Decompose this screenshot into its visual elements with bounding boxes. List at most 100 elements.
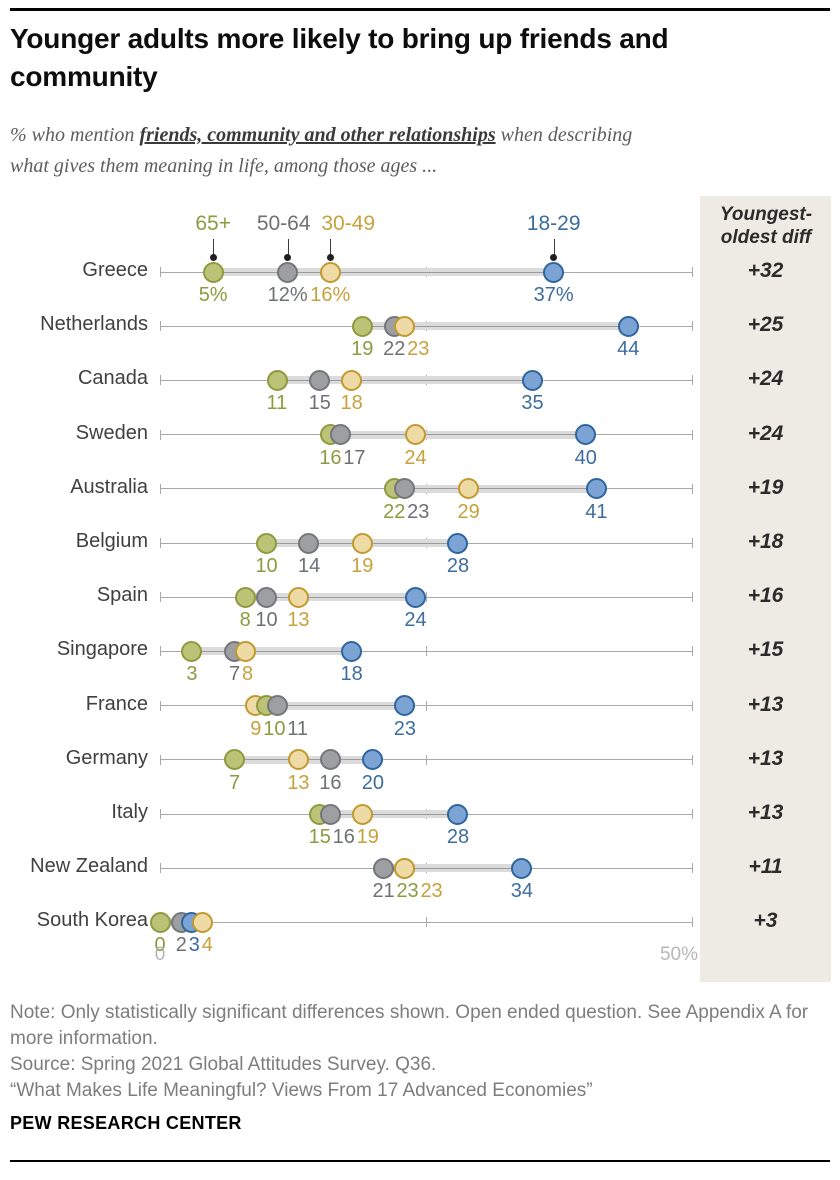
data-dot-65plus — [234, 586, 256, 608]
value-label: 7 — [228, 663, 241, 686]
row-axis-tick — [692, 429, 693, 440]
country-label: Canada — [77, 367, 148, 390]
legend-pointer-line — [330, 239, 332, 257]
row-axis-tick — [692, 592, 693, 603]
value-label: 3 — [186, 663, 198, 686]
data-dot-30-49 — [341, 369, 363, 391]
country-label: South Korea — [36, 909, 148, 932]
value-label: 23 — [393, 717, 416, 740]
country-label: Greece — [82, 259, 148, 281]
row-axis-overlay — [362, 325, 629, 327]
value-label: 16 — [332, 826, 355, 848]
value-label: 14 — [297, 555, 321, 577]
row-axis-tick — [426, 700, 427, 711]
row-axis-overlay — [213, 271, 554, 273]
data-dot-65plus — [202, 261, 224, 283]
data-dot-18-29 — [575, 424, 597, 446]
country-label: New Zealand — [30, 855, 148, 878]
diff-value: +19 — [747, 475, 784, 499]
value-label: 12% — [267, 284, 308, 306]
value-label: 16 — [319, 446, 342, 469]
row-axis-tick — [692, 646, 693, 657]
data-dot-30-49 — [287, 586, 309, 608]
diff-value: +13 — [747, 692, 784, 716]
data-dot-65plus — [255, 532, 277, 554]
legend-label-18-29: 18-29 — [526, 212, 581, 235]
country-label: Germany — [65, 746, 148, 769]
row-axis-overlay — [383, 867, 522, 869]
value-label: 22 — [383, 338, 406, 361]
row-axis-tick — [692, 700, 693, 711]
value-label: 44 — [617, 338, 640, 361]
row-axis-tick — [160, 700, 161, 711]
subtitle-emphasis: friends, community and other relationshi… — [139, 124, 496, 146]
country-label: Netherlands — [40, 313, 148, 336]
row-axis-tick — [426, 592, 427, 603]
data-dot-65plus — [266, 369, 288, 391]
data-dot-50-64 — [277, 261, 299, 283]
value-label: 24 — [404, 446, 427, 469]
value-label: 23 — [407, 338, 430, 361]
row-axis-tick — [160, 809, 161, 819]
row-axis-overlay — [245, 596, 416, 598]
diff-value: +24 — [747, 421, 784, 445]
country-label: Australia — [70, 475, 148, 498]
legend-label-50-64: 50-64 — [256, 212, 311, 235]
data-dot-30-49 — [394, 857, 416, 879]
data-dot-30-49 — [351, 803, 373, 825]
diff-value: +32 — [747, 259, 784, 282]
country-label: Belgium — [75, 530, 148, 552]
data-dot-18-29 — [617, 315, 639, 337]
diff-value: +13 — [747, 746, 784, 770]
footer-notes: Note: Only statistically significant dif… — [10, 1000, 824, 1104]
row-axis-tick — [692, 375, 693, 386]
value-label: 35 — [521, 392, 544, 415]
diff-value: +15 — [747, 638, 784, 662]
row-axis-overlay — [191, 650, 352, 652]
country-label: Sweden — [75, 421, 148, 444]
data-dot-18-29 — [447, 803, 469, 825]
row-axis-tick — [692, 267, 693, 277]
data-dot-18-29 — [362, 749, 384, 771]
chart-subtitle: % who mention friends, community and oth… — [10, 120, 655, 182]
data-dot-30-49 — [234, 640, 256, 662]
value-label: 15 — [308, 392, 331, 415]
value-label: 3 — [188, 934, 200, 957]
data-dot-65plus — [351, 315, 373, 337]
value-label: 23 — [396, 880, 419, 903]
row-axis-tick — [426, 917, 427, 928]
report-quote: “What Makes Life Meaningful? Views From … — [10, 1080, 593, 1101]
value-label: 0 — [154, 934, 166, 957]
diff-panel-header: Youngest-oldest diff — [719, 204, 813, 248]
row-axis-tick — [160, 483, 161, 494]
row-axis-overlay — [277, 379, 533, 381]
x-axis-label-0: 0 — [154, 944, 166, 965]
data-dot-50-64 — [255, 586, 277, 608]
value-label: 18 — [340, 663, 363, 686]
data-dot-30-49 — [404, 424, 426, 446]
value-label: 24 — [404, 609, 427, 632]
bottom-rule — [10, 1160, 830, 1162]
diff-value: +13 — [747, 801, 784, 824]
pew-research-center-brand: PEW RESEARCH CENTER — [10, 1113, 242, 1133]
value-label: 17 — [343, 446, 366, 469]
subtitle-suffix: when describing what gives them meaning … — [10, 124, 633, 177]
country-label: Italy — [111, 801, 148, 823]
data-dot-65plus — [223, 749, 245, 771]
country-label: Singapore — [56, 638, 148, 661]
value-label: 9 — [250, 717, 262, 740]
data-dot-50-64 — [372, 857, 394, 879]
row-axis-tick — [160, 646, 161, 657]
value-label: 28 — [446, 555, 470, 577]
data-dot-50-64 — [394, 478, 416, 500]
row-axis-tick — [426, 754, 427, 765]
row-axis-tick — [160, 267, 161, 277]
row-axis-tick — [160, 592, 161, 603]
value-label: 23 — [420, 880, 443, 903]
row-axis-tick — [692, 538, 693, 548]
data-dot-18-29 — [543, 261, 565, 283]
data-dot-50-64 — [319, 749, 341, 771]
row-axis-tick — [160, 538, 161, 548]
value-label: 23 — [407, 500, 430, 523]
data-dot-18-29 — [521, 369, 543, 391]
